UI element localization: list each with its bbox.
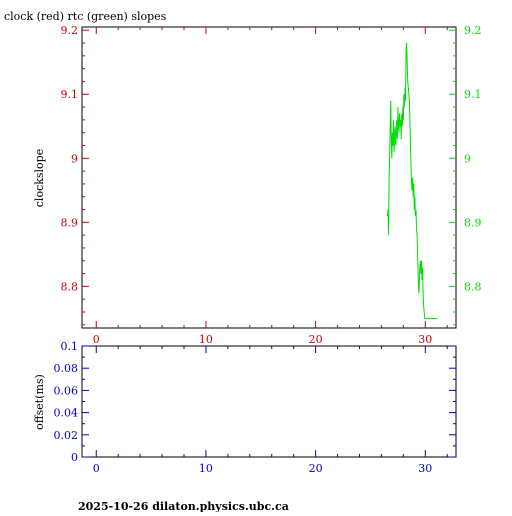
top-y-left-tick-label: 9.1: [61, 88, 79, 101]
top-panel: clockslope 0 10 20 30 8.8 8.9 9 9.1 9.2 8.8 8.9 9…: [33, 24, 482, 346]
bottom-x-tick-label: 30: [418, 462, 432, 475]
top-y-left-tick-label: 9.2: [61, 24, 79, 37]
bottom-y-tick-label: 0.08: [54, 362, 79, 375]
top-x-axis: 0 10 20 30: [93, 27, 448, 346]
bottom-y-tick-label: 0.1: [61, 340, 79, 353]
top-y-axis-left: 8.8 8.9 9 9.1 9.2: [61, 24, 89, 326]
top-y-left-tick-label: 8.9: [61, 216, 79, 229]
bottom-plot-frame: [81, 345, 457, 458]
bottom-y-axis-label: offset(ms): [33, 374, 46, 430]
top-x-tick-label: 30: [418, 333, 432, 346]
top-y-axis-label: clockslope: [33, 149, 46, 207]
top-x-tick-label: 20: [309, 333, 323, 346]
top-y-axis-right: 8.8 8.9 9 9.1 9.2: [449, 24, 482, 326]
footer-text: 2025-10-26 dilaton.physics.ubc.ca: [78, 500, 289, 512]
top-x-tick-label: 10: [199, 333, 213, 346]
top-plot-frame: [81, 26, 457, 329]
top-y-right-tick-label: 8.8: [464, 280, 482, 293]
bottom-y-axis: 0 0.02 0.04 0.06 0.08 0.1: [54, 340, 456, 464]
top-y-left-tick-label: 8.8: [61, 280, 79, 293]
bottom-x-axis: 0 10 20 30: [93, 346, 448, 475]
top-y-left-tick-label: 9: [71, 152, 78, 165]
bottom-x-tick-label: 0: [93, 462, 100, 475]
top-series-layer: [387, 42, 438, 319]
chart-title: clock (red) rtc (green) slopes: [4, 10, 167, 23]
top-y-right-tick-label: 9: [464, 152, 471, 165]
bottom-y-tick-label: 0.06: [54, 384, 79, 397]
series-line-green: [387, 42, 438, 319]
bottom-y-tick-label: 0.04: [54, 407, 79, 420]
bottom-panel: offset(ms) 0 10 20 30 0 0.02 0.04 0.06 0.08 0.1: [33, 340, 457, 475]
top-y-right-tick-label: 9.1: [464, 88, 482, 101]
top-y-right-tick-label: 9.2: [464, 24, 482, 37]
bottom-y-tick-label: 0.02: [54, 429, 79, 442]
top-y-right-tick-label: 8.9: [464, 216, 482, 229]
bottom-x-tick-label: 20: [309, 462, 323, 475]
top-x-tick-label: 0: [93, 333, 100, 346]
bottom-x-tick-label: 10: [199, 462, 213, 475]
bottom-y-tick-label: 0: [71, 451, 78, 464]
